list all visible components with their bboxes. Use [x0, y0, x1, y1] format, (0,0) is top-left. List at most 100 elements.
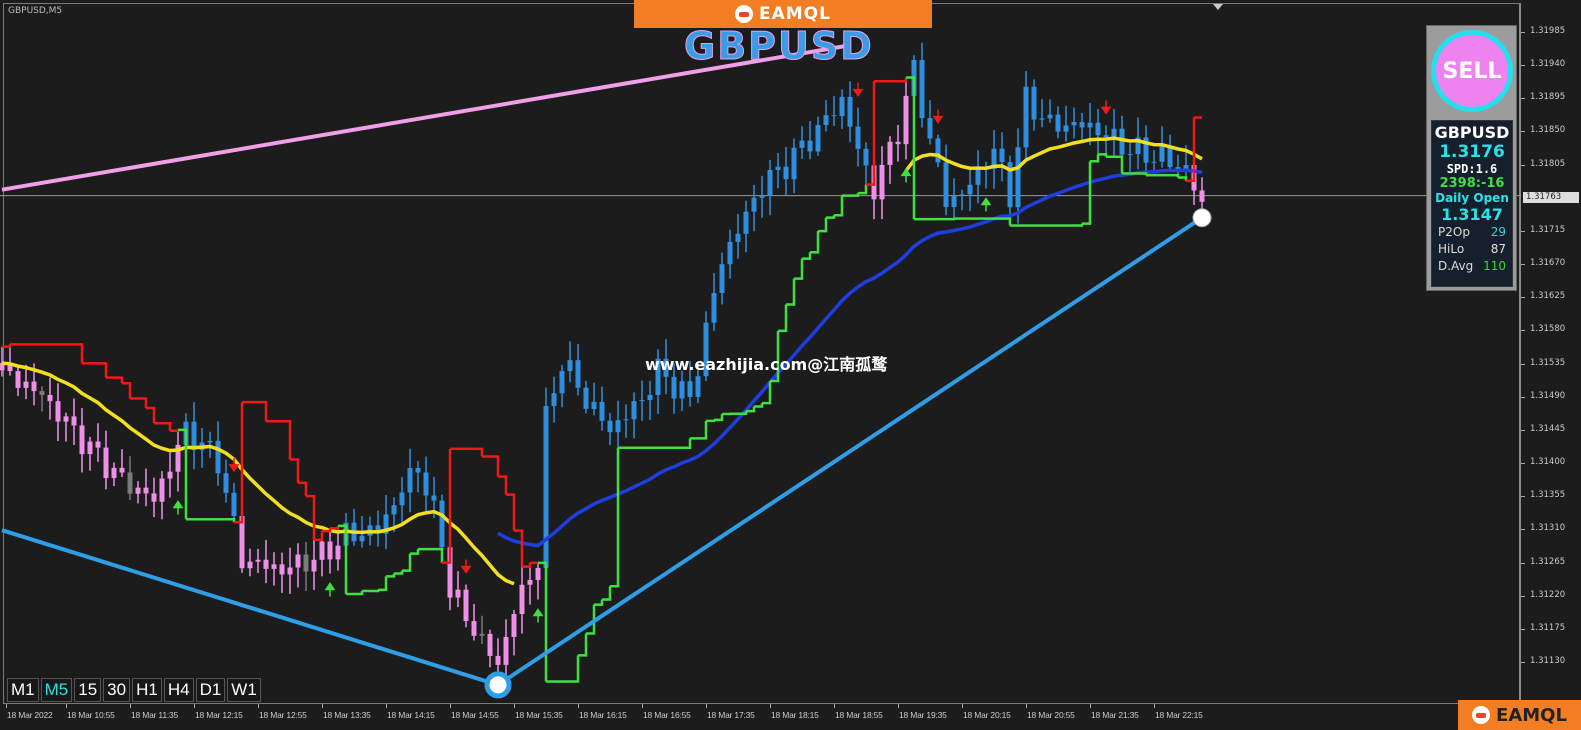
- timeframe-button-d1[interactable]: D1: [195, 678, 226, 702]
- candle-body: [431, 495, 437, 501]
- trailing-stop-segment: [538, 561, 548, 682]
- candle-body: [767, 169, 773, 196]
- trailing-stop-segment: [850, 193, 860, 197]
- candle-body: [383, 514, 389, 534]
- time-tick-label: 18 Mar 11:35: [131, 710, 179, 720]
- trailing-stop-segment: [514, 529, 524, 567]
- time-tick-label: 18 Mar 12:55: [259, 710, 307, 720]
- candle-body: [87, 441, 93, 455]
- candle-body: [703, 322, 709, 377]
- time-tick-label: 18 Mar 17:35: [707, 710, 755, 720]
- timeframe-button-w1[interactable]: W1: [227, 678, 261, 702]
- candle-body: [1071, 122, 1077, 126]
- candle-body: [495, 655, 501, 665]
- timeframe-button-30[interactable]: 30: [103, 678, 131, 702]
- trailing-stop-segment: [370, 589, 380, 593]
- candle-body: [583, 387, 589, 409]
- candle-body: [695, 376, 701, 397]
- time-tick-label: 18 Mar 19:35: [899, 710, 947, 720]
- candle-body: [671, 376, 677, 399]
- candle-body: [783, 166, 789, 180]
- candle-body: [1159, 146, 1165, 162]
- trailing-stop-segment: [826, 215, 836, 219]
- trailing-stop-segment: [1170, 173, 1180, 178]
- trailing-stop-segment: [594, 599, 604, 606]
- daily-open-value: 1.3147: [1441, 205, 1503, 224]
- footer-logo: EAMQL: [1458, 700, 1581, 730]
- candle-body: [1199, 190, 1205, 202]
- trailing-stop-segment: [706, 419, 716, 423]
- candle-body: [399, 492, 405, 506]
- time-tick-label: 18 Mar 2022: [7, 710, 53, 720]
- price-tick: [1521, 529, 1525, 531]
- candle-body: [991, 148, 997, 169]
- candle-body: [1023, 86, 1029, 148]
- price-tick-label: 1.31670: [1530, 258, 1566, 269]
- candle-body: [647, 395, 653, 401]
- candle-body: [455, 589, 461, 598]
- candle-body: [279, 564, 285, 575]
- price-tick-label: 1.31130: [1530, 656, 1566, 667]
- price-chart[interactable]: [0, 0, 1521, 704]
- candle-body: [527, 580, 533, 585]
- trailing-stop-segment: [818, 217, 828, 233]
- trailing-stop-segment: [314, 531, 324, 542]
- timeframe-button-15[interactable]: 15: [74, 678, 102, 702]
- trailing-stop-segment: [114, 376, 124, 384]
- timeframe-button-m5[interactable]: M5: [40, 678, 73, 702]
- price-tick-label: 1.31580: [1530, 324, 1566, 335]
- time-tick: [1154, 704, 1155, 708]
- candle-body: [439, 500, 445, 548]
- candle-body: [599, 401, 605, 421]
- candle-body: [535, 567, 541, 581]
- stat-row: D.Avg 110: [1432, 258, 1512, 275]
- candle-body: [879, 164, 885, 200]
- price-tick: [1521, 98, 1525, 100]
- price-tick-label: 1.31490: [1530, 390, 1566, 401]
- time-tick: [6, 704, 7, 708]
- candle-body: [567, 360, 573, 372]
- timeframe-button-m1[interactable]: M1: [7, 678, 39, 702]
- panel-spread: SPD:1.6: [1446, 162, 1498, 176]
- time-tick: [770, 704, 771, 708]
- candle-body: [775, 166, 781, 170]
- candle-body: [967, 184, 973, 195]
- candle-body: [135, 487, 141, 494]
- candle-body: [1167, 146, 1173, 168]
- price-tick: [1521, 628, 1525, 630]
- candle-body: [591, 401, 597, 409]
- top-banner: EAMQL: [634, 0, 932, 28]
- trailing-stop-segment: [410, 549, 420, 555]
- time-tick: [514, 704, 515, 708]
- candle-body: [543, 406, 549, 568]
- shift-marker-icon[interactable]: [1213, 4, 1223, 10]
- buy-arrow-icon: [172, 500, 184, 515]
- candle-body: [727, 241, 733, 265]
- trailing-stop-segment: [98, 362, 108, 378]
- robot-logo-icon: [1472, 706, 1491, 724]
- candle-body: [663, 358, 669, 377]
- candle-body: [615, 420, 621, 433]
- candle-body: [335, 545, 341, 560]
- candle-body: [263, 559, 269, 569]
- candle-body: [1127, 154, 1133, 156]
- trailing-stop-segment: [434, 547, 444, 563]
- buy-arrow-icon: [324, 582, 336, 597]
- time-tick: [258, 704, 259, 708]
- candle-body: [255, 559, 261, 562]
- candle-body: [1095, 122, 1101, 136]
- candle-body: [711, 293, 717, 323]
- candle-body: [487, 633, 493, 656]
- sell-button[interactable]: SELL: [1431, 30, 1513, 112]
- trailing-stop-segment: [162, 421, 172, 431]
- candle-body: [1087, 122, 1093, 128]
- candle-body: [799, 140, 805, 148]
- price-tick-label: 1.31805: [1530, 158, 1566, 169]
- timeframe-button-h4[interactable]: H4: [163, 678, 194, 702]
- candle-body: [623, 419, 629, 421]
- candle-body: [943, 162, 949, 208]
- time-tick-label: 18 Mar 18:55: [835, 710, 883, 720]
- timeframe-button-h1[interactable]: H1: [132, 678, 162, 702]
- trailing-stop-segment: [2, 344, 12, 348]
- trailing-stop-segment: [946, 217, 956, 221]
